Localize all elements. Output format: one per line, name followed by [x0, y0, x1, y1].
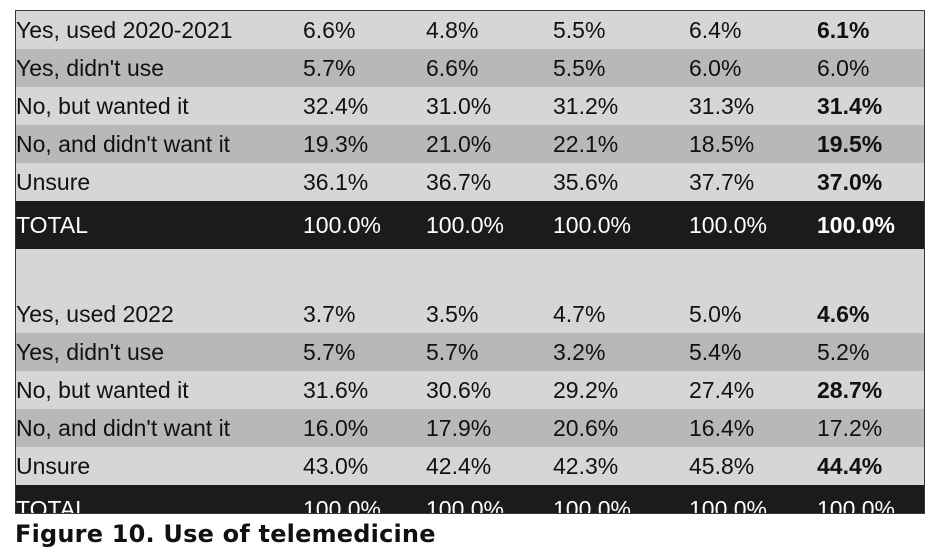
- cell-value: 35.6%: [553, 163, 689, 201]
- cell-value: 27.4%: [689, 371, 817, 409]
- cell-value: 31.2%: [553, 87, 689, 125]
- row-label: No, but wanted it: [16, 87, 303, 125]
- cell-value: 100.0%: [689, 201, 817, 249]
- cell-value: 20.6%: [553, 409, 689, 447]
- cell-value: 37.7%: [689, 163, 817, 201]
- figure-caption: Figure 10. Use of telemedicine: [15, 520, 436, 548]
- table-row: Unsure 36.1% 36.7% 35.6% 37.7% 37.0%: [16, 163, 924, 201]
- cell-value: 42.3%: [553, 447, 689, 485]
- cell-value: 100.0%: [553, 201, 689, 249]
- cell-total: 5.2%: [817, 333, 924, 371]
- cell-total: 100.0%: [817, 201, 924, 249]
- cell-value: 43.0%: [303, 447, 426, 485]
- cell-value: 21.0%: [426, 125, 553, 163]
- cell-value: 3.5%: [426, 295, 553, 333]
- cell-value: 6.6%: [426, 49, 553, 87]
- section-spacer: [16, 249, 924, 295]
- cell-value: 5.7%: [303, 333, 426, 371]
- cell-total: 19.5%: [817, 125, 924, 163]
- row-label: Yes, used 2020-2021: [16, 11, 303, 49]
- table-row: No, but wanted it 31.6% 30.6% 29.2% 27.4…: [16, 371, 924, 409]
- cell-value: 5.7%: [303, 49, 426, 87]
- cell-value: 16.0%: [303, 409, 426, 447]
- cell-value: 100.0%: [426, 201, 553, 249]
- row-label: TOTAL: [16, 485, 303, 513]
- table-row: Yes, used 2020-2021 6.6% 4.8% 5.5% 6.4% …: [16, 11, 924, 49]
- telemedicine-table: Yes, used 2020-2021 6.6% 4.8% 5.5% 6.4% …: [16, 11, 924, 513]
- total-row: TOTAL 100.0% 100.0% 100.0% 100.0% 100.0%: [16, 201, 924, 249]
- table-row: Unsure 43.0% 42.4% 42.3% 45.8% 44.4%: [16, 447, 924, 485]
- cell-value: 5.0%: [689, 295, 817, 333]
- row-label: Unsure: [16, 447, 303, 485]
- cell-value: 29.2%: [553, 371, 689, 409]
- cell-value: 45.8%: [689, 447, 817, 485]
- table-row: No, but wanted it 32.4% 31.0% 31.2% 31.3…: [16, 87, 924, 125]
- cell-value: 5.5%: [553, 11, 689, 49]
- cell-total: 100.0%: [817, 485, 924, 513]
- row-label: TOTAL: [16, 201, 303, 249]
- cell-value: 100.0%: [689, 485, 817, 513]
- cell-value: 18.5%: [689, 125, 817, 163]
- cell-value: 3.2%: [553, 333, 689, 371]
- cell-total: 37.0%: [817, 163, 924, 201]
- cell-value: 31.6%: [303, 371, 426, 409]
- total-row: TOTAL 100.0% 100.0% 100.0% 100.0% 100.0%: [16, 485, 924, 513]
- row-label: Yes, didn't use: [16, 49, 303, 87]
- row-label: Unsure: [16, 163, 303, 201]
- cell-value: 16.4%: [689, 409, 817, 447]
- cell-value: 19.3%: [303, 125, 426, 163]
- cell-value: 42.4%: [426, 447, 553, 485]
- cell-value: 32.4%: [303, 87, 426, 125]
- cell-value: 4.7%: [553, 295, 689, 333]
- cell-value: 3.7%: [303, 295, 426, 333]
- row-label: No, and didn't want it: [16, 409, 303, 447]
- row-label: Yes, used 2022: [16, 295, 303, 333]
- cell-value: 36.1%: [303, 163, 426, 201]
- cell-value: 100.0%: [303, 485, 426, 513]
- cell-total: 6.1%: [817, 11, 924, 49]
- cell-value: 22.1%: [553, 125, 689, 163]
- cell-total: 6.0%: [817, 49, 924, 87]
- cell-value: 30.6%: [426, 371, 553, 409]
- table-row: No, and didn't want it 16.0% 17.9% 20.6%…: [16, 409, 924, 447]
- cell-value: 100.0%: [426, 485, 553, 513]
- row-label: No, and didn't want it: [16, 125, 303, 163]
- cell-value: 6.6%: [303, 11, 426, 49]
- cell-value: 6.4%: [689, 11, 817, 49]
- telemedicine-table-frame: Yes, used 2020-2021 6.6% 4.8% 5.5% 6.4% …: [15, 10, 925, 514]
- cell-value: 100.0%: [553, 485, 689, 513]
- row-label: Yes, didn't use: [16, 333, 303, 371]
- cell-total: 31.4%: [817, 87, 924, 125]
- table-row: Yes, didn't use 5.7% 5.7% 3.2% 5.4% 5.2%: [16, 333, 924, 371]
- cell-value: 6.0%: [689, 49, 817, 87]
- table-row: Yes, used 2022 3.7% 3.5% 4.7% 5.0% 4.6%: [16, 295, 924, 333]
- spacer-cell: [16, 249, 924, 295]
- cell-value: 31.3%: [689, 87, 817, 125]
- row-label: No, but wanted it: [16, 371, 303, 409]
- table-row: No, and didn't want it 19.3% 21.0% 22.1%…: [16, 125, 924, 163]
- cell-value: 5.7%: [426, 333, 553, 371]
- cell-value: 100.0%: [303, 201, 426, 249]
- cell-value: 17.9%: [426, 409, 553, 447]
- cell-value: 31.0%: [426, 87, 553, 125]
- cell-value: 36.7%: [426, 163, 553, 201]
- cell-total: 17.2%: [817, 409, 924, 447]
- cell-total: 28.7%: [817, 371, 924, 409]
- cell-value: 5.4%: [689, 333, 817, 371]
- cell-value: 5.5%: [553, 49, 689, 87]
- cell-total: 4.6%: [817, 295, 924, 333]
- table-row: Yes, didn't use 5.7% 6.6% 5.5% 6.0% 6.0%: [16, 49, 924, 87]
- cell-total: 44.4%: [817, 447, 924, 485]
- cell-value: 4.8%: [426, 11, 553, 49]
